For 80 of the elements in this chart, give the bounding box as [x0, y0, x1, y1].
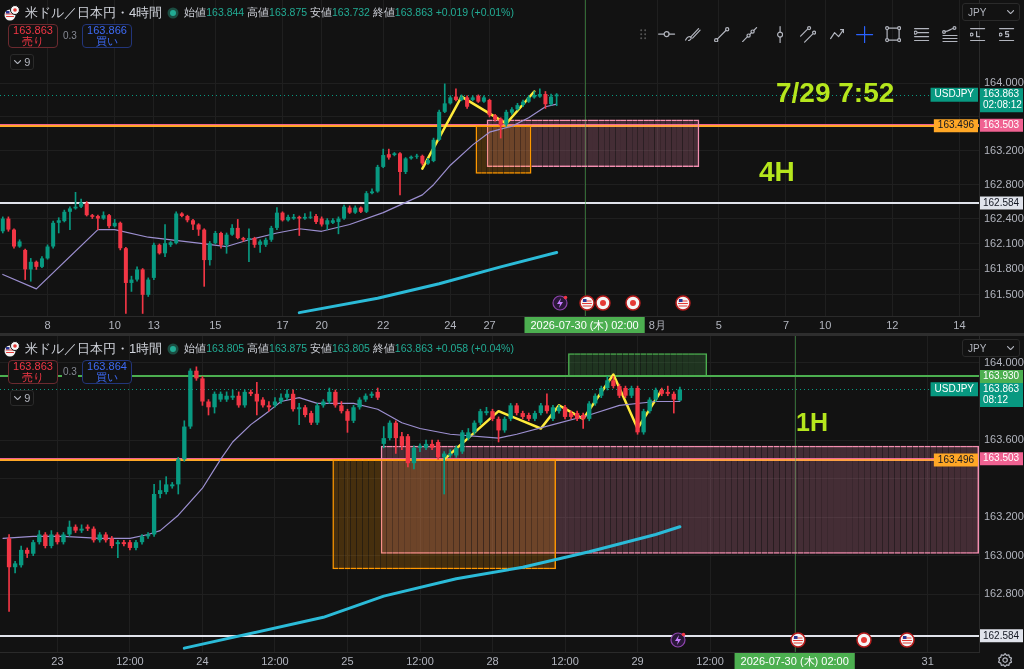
annotation: USDJPY — [934, 383, 975, 395]
annotation: JPY — [968, 6, 987, 18]
x-tick-label: 10 — [819, 318, 832, 331]
sell-box: 163.863 売り — [8, 360, 58, 384]
x-tick-label: 8 — [44, 318, 51, 331]
ref-line-label: 163.503 — [983, 452, 1020, 464]
x-tick-label: 23 — [51, 654, 64, 667]
annotation: JPY — [968, 342, 987, 354]
annotation: USDJPY — [934, 88, 975, 100]
chart-title: 米ドル／日本円・4時間 — [25, 3, 163, 22]
y-tick-label: 162.800 — [984, 177, 1024, 190]
annotation: 163.864 — [87, 360, 127, 372]
x-tick-label: 2026-07-30 (木) 02:00 — [530, 318, 639, 331]
x-tick-label: 22 — [377, 318, 390, 331]
x-tick-label: 17 — [276, 318, 289, 331]
x-tick-label: 8月 — [648, 318, 666, 331]
currency-box: JPY — [962, 3, 1020, 21]
x-tick-label: 12:00 — [406, 654, 434, 667]
indicator-count-box: 9 — [10, 390, 34, 406]
y-tick-label: 163.200 — [984, 510, 1024, 523]
y-tick-label: 164.000 — [984, 356, 1024, 369]
x-tick-label: 24 — [444, 318, 457, 331]
annotation: 1H — [796, 408, 828, 437]
y-tick-label: 164.000 — [984, 76, 1024, 89]
x-tick-label: 5 — [715, 318, 722, 331]
x-tick-label: 25 — [341, 654, 354, 667]
annotation: 4H — [759, 156, 795, 188]
y-tick-label: 162.100 — [984, 237, 1024, 250]
annotation: 7/29 7:52 — [776, 77, 895, 109]
ref-line-label: 162.584 — [983, 196, 1020, 208]
x-tick-label: 10 — [108, 318, 121, 331]
ref-line-label: 163.496 — [937, 453, 975, 465]
annotation: 0.3 — [62, 366, 78, 377]
ref-line-label: 163.863 02:08:12 — [983, 88, 1023, 111]
y-tick-label: 163.200 — [984, 143, 1024, 156]
x-tick-label: 20 — [315, 318, 328, 331]
y-tick-label: 162.400 — [984, 211, 1024, 224]
ref-line-label: 163.930 — [983, 370, 1020, 382]
x-tick-label: 13 — [147, 318, 160, 331]
annotation: 買い — [96, 371, 118, 383]
annotation: 9 — [24, 56, 31, 68]
text: 始値163.844 高値163.875 安値163.732 終値163.863 +0.019 (+0.01%) — [184, 5, 514, 18]
currency-box: JPY — [962, 339, 1020, 357]
buy-box: 163.864 買い — [82, 360, 132, 384]
x-tick-label: 7 — [782, 318, 790, 331]
x-tick-label: 27 — [483, 318, 496, 331]
ref-line-label: 163.863 08:12 — [983, 383, 1020, 406]
annotation: 163.863 — [13, 24, 53, 36]
x-tick-label: 12:00 — [696, 654, 724, 667]
y-tick-label: 161.500 — [984, 287, 1024, 300]
annotation: 売り — [22, 371, 44, 383]
x-tick-label: 12:00 — [116, 654, 144, 667]
annotation: 買い — [96, 35, 118, 47]
x-tick-label: 14 — [953, 318, 966, 331]
y-tick-label: 163.600 — [984, 433, 1024, 446]
x-tick-label: 28 — [486, 654, 499, 667]
ref-line-label: 163.503 — [983, 118, 1020, 130]
annotation: 163.863 — [13, 360, 53, 372]
ref-line-label: 162.584 — [983, 629, 1020, 641]
text: 始値163.805 高値163.875 安値163.805 終値163.863 +0.058 (+0.04%) — [184, 341, 514, 354]
x-tick-label: 12 — [886, 318, 899, 331]
x-tick-label: 29 — [631, 654, 644, 667]
x-tick-label: 12:00 — [551, 654, 579, 667]
buy-box: 163.866 買い — [82, 24, 132, 48]
y-tick-label: 161.800 — [984, 262, 1024, 275]
annotation: 9 — [24, 392, 31, 404]
x-tick-label: 2026-07-30 (木) 02:00 — [740, 654, 849, 667]
y-tick-label: 162.800 — [984, 587, 1024, 600]
sell-box: 163.863 売り — [8, 24, 58, 48]
chart-title: 米ドル／日本円・1時間 — [25, 339, 163, 358]
annotation: 0.3 — [62, 30, 78, 41]
x-tick-label: 24 — [196, 654, 209, 667]
y-tick-label: 163.000 — [984, 548, 1024, 561]
x-tick-label: 15 — [209, 318, 222, 331]
ref-line-label: 163.496 — [937, 119, 975, 131]
annotation: 売り — [22, 35, 44, 47]
x-tick-label: 31 — [921, 654, 934, 667]
x-tick-label: 12:00 — [261, 654, 289, 667]
annotation: 163.866 — [87, 24, 127, 36]
indicator-count-box: 9 — [10, 54, 34, 70]
